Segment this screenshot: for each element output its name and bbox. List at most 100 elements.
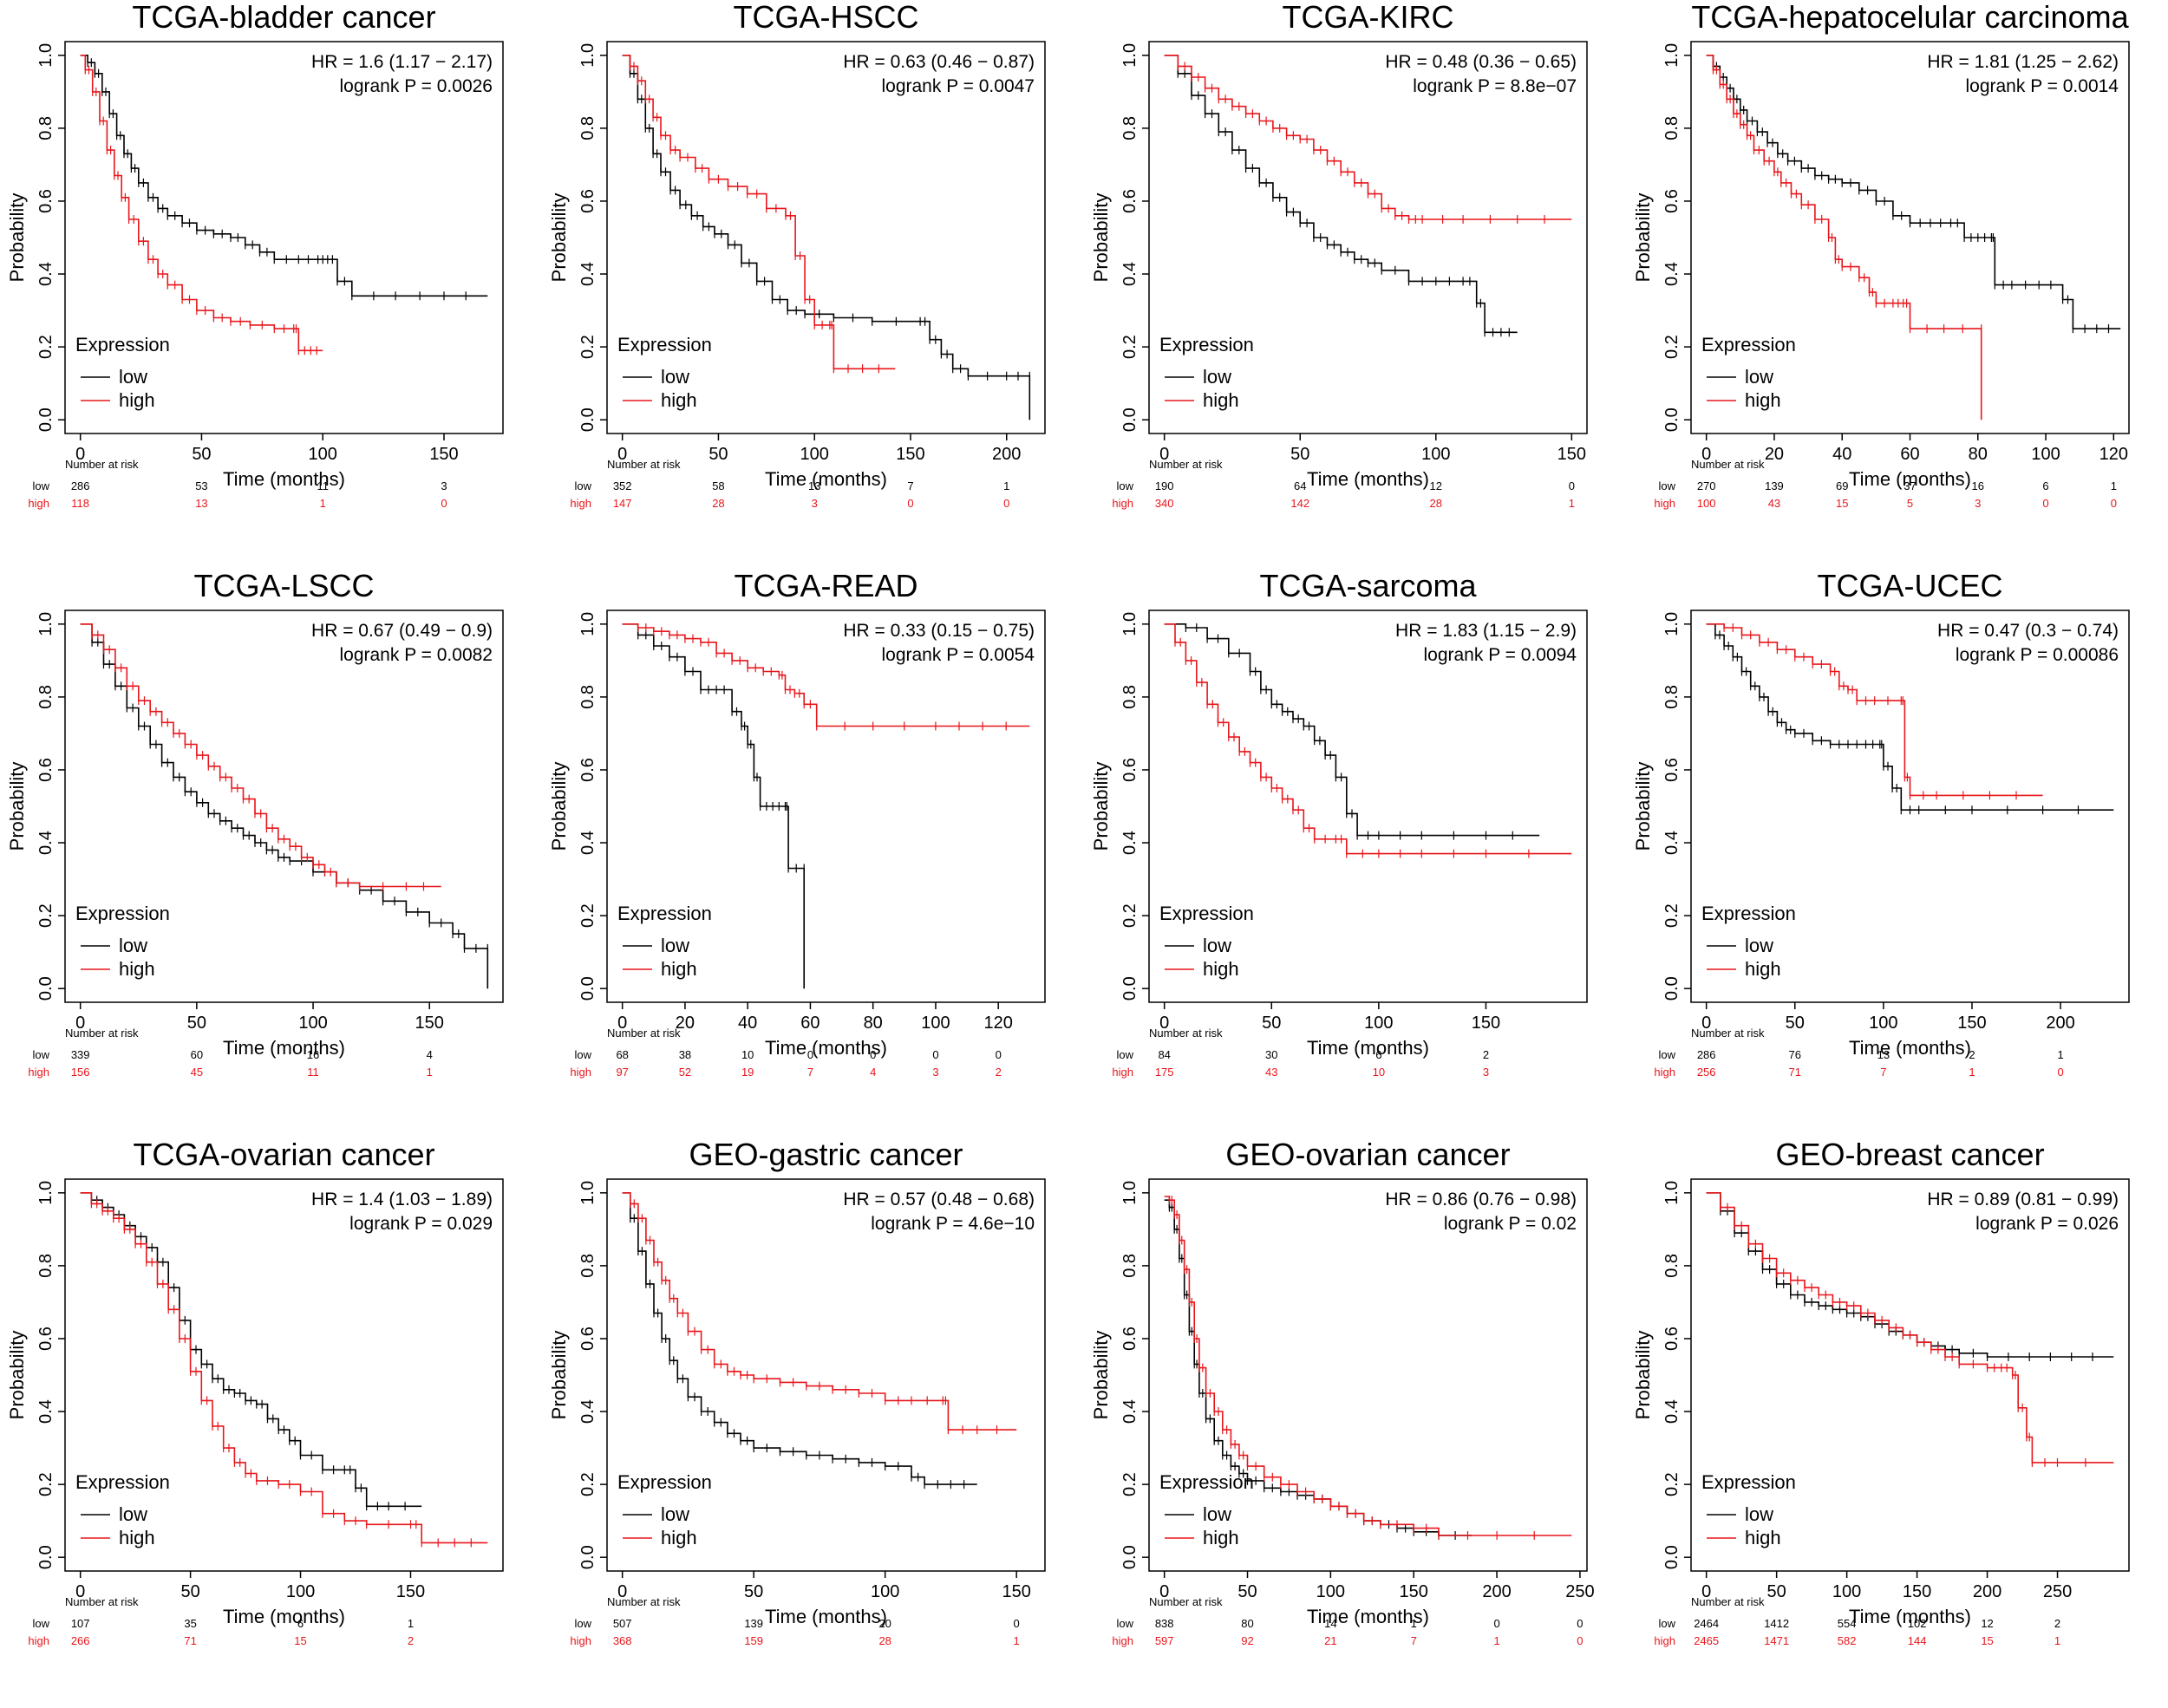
risk-count-high: 43 bbox=[1768, 497, 1780, 510]
censor-marks-low bbox=[87, 58, 467, 301]
y-tick-label: 0.6 bbox=[578, 1327, 598, 1351]
y-tick-label: 0.0 bbox=[36, 1545, 56, 1569]
x-tick-label: 150 bbox=[1472, 1014, 1500, 1033]
plot-frame bbox=[1690, 610, 2130, 1003]
legend-title: Expression bbox=[1159, 903, 1254, 924]
x-tick-label: 0 bbox=[75, 1582, 85, 1601]
hazard-ratio: HR = 0.48 (0.36 − 0.65) bbox=[1385, 52, 1577, 72]
x-tick-label: 100 bbox=[921, 1014, 950, 1033]
risk-count-low: 69 bbox=[1836, 479, 1848, 492]
x-tick-label: 50 bbox=[192, 445, 211, 464]
km-panel-7: TCGA-sarcoma 0.0 0.2 0.4 0.6 0.8 1.0 Probabilit… bbox=[1084, 568, 1626, 1138]
chart-title: GEO-gastric cancer bbox=[689, 1137, 963, 1172]
y-tick-label: 0.2 bbox=[578, 1472, 598, 1496]
risk-count-high: 19 bbox=[741, 1066, 754, 1079]
km-panel-12: GEO-breast cancer 0.0 0.2 0.4 0.6 0.8 1.0 Proba… bbox=[1626, 1137, 2168, 1706]
y-tick-label: 0.8 bbox=[578, 1254, 598, 1278]
x-axis-label: Time (months) bbox=[223, 1606, 345, 1627]
logrank-p: logrank P = 0.026 bbox=[1975, 1214, 2119, 1234]
x-tick-label: 50 bbox=[1767, 1582, 1786, 1601]
x-axis-label: Time (months) bbox=[223, 1037, 345, 1059]
risk-row-label-low: low bbox=[1658, 1048, 1675, 1061]
y-tick-label: 0.8 bbox=[1120, 1254, 1140, 1278]
y-tick-label: 0.4 bbox=[36, 262, 56, 286]
risk-count-low: 84 bbox=[1158, 1048, 1170, 1061]
risk-count-low: 0 bbox=[1569, 479, 1575, 492]
risk-count-low: 20 bbox=[878, 1617, 891, 1630]
risk-row-label-high: high bbox=[1654, 497, 1675, 510]
risk-count-high: 1 bbox=[1493, 1634, 1499, 1647]
y-tick-label: 0.8 bbox=[36, 1254, 56, 1278]
y-tick-label: 0.6 bbox=[1120, 1327, 1140, 1351]
x-tick-label: 50 bbox=[187, 1014, 206, 1033]
risk-row-label-low: low bbox=[32, 1617, 49, 1630]
risk-row-label-high: high bbox=[28, 497, 49, 510]
x-tick-label: 100 bbox=[800, 445, 829, 464]
risk-count-low: 270 bbox=[1697, 479, 1716, 492]
chart-title: TCGA-KIRC bbox=[1283, 0, 1454, 35]
x-tick-label: 100 bbox=[2031, 445, 2060, 464]
risk-count-high: 144 bbox=[1908, 1634, 1927, 1647]
y-tick-label: 1.0 bbox=[1662, 1181, 1682, 1205]
risk-count-low: 0 bbox=[1577, 1617, 1583, 1630]
legend-label-high: high bbox=[1745, 389, 1781, 411]
km-chart: TCGA-UCEC 0.0 0.2 0.4 0.6 0.8 1.0 Probability 0 5… bbox=[1632, 568, 2130, 1079]
survival-curve-low bbox=[80, 623, 489, 989]
risk-row-label-high: high bbox=[570, 1066, 591, 1079]
risk-count-low: 6 bbox=[1375, 1048, 1381, 1061]
survival-curve-high bbox=[622, 1192, 1017, 1431]
risk-count-high: 159 bbox=[744, 1634, 763, 1647]
chart-title: TCGA-READ bbox=[734, 568, 917, 603]
risk-count-high: 0 bbox=[1577, 1634, 1583, 1647]
y-axis-label: Probability bbox=[1090, 193, 1112, 283]
km-chart: TCGA-sarcoma 0.0 0.2 0.4 0.6 0.8 1.0 Probabilit… bbox=[1090, 568, 1588, 1079]
risk-count-high: 368 bbox=[613, 1634, 632, 1647]
risk-count-high: 0 bbox=[907, 497, 913, 510]
risk-count-low: 10 bbox=[741, 1048, 754, 1061]
x-tick-label: 150 bbox=[1957, 1014, 1986, 1033]
risk-count-high: 15 bbox=[1981, 1634, 1993, 1647]
legend-label-low: low bbox=[1745, 1503, 1773, 1525]
y-tick-label: 0.0 bbox=[578, 976, 598, 1001]
risk-table-header: Number at risk bbox=[1691, 1027, 1765, 1040]
y-tick-label: 0.2 bbox=[36, 1472, 56, 1496]
logrank-p: logrank P = 0.0094 bbox=[1423, 645, 1577, 665]
x-tick-label: 50 bbox=[709, 445, 728, 464]
y-tick-label: 0.0 bbox=[1120, 407, 1140, 432]
legend-title: Expression bbox=[617, 1471, 712, 1493]
y-tick-label: 0.2 bbox=[1662, 903, 1682, 928]
risk-count-high: 11 bbox=[307, 1066, 319, 1079]
risk-count-high: 597 bbox=[1155, 1634, 1174, 1647]
y-tick-label: 0.8 bbox=[36, 685, 56, 709]
censor-marks-high bbox=[629, 62, 879, 374]
y-tick-label: 0.2 bbox=[578, 335, 598, 359]
y-tick-label: 1.0 bbox=[1662, 612, 1682, 636]
risk-count-low: 0 bbox=[870, 1048, 876, 1061]
y-tick-label: 0.0 bbox=[36, 976, 56, 1001]
risk-count-low: 0 bbox=[807, 1048, 813, 1061]
logrank-p: logrank P = 0.0026 bbox=[339, 76, 493, 96]
y-tick-label: 1.0 bbox=[1120, 43, 1140, 68]
chart-title: TCGA-sarcoma bbox=[1259, 568, 1477, 603]
x-tick-label: 0 bbox=[1701, 445, 1711, 464]
legend-label-low: low bbox=[119, 366, 147, 388]
logrank-p: logrank P = 4.6e−10 bbox=[871, 1214, 1035, 1234]
legend-title: Expression bbox=[617, 903, 712, 924]
risk-count-low: 507 bbox=[613, 1617, 632, 1630]
y-tick-label: 0.8 bbox=[1662, 685, 1682, 709]
risk-count-high: 0 bbox=[2111, 497, 2117, 510]
survival-curve-low bbox=[622, 623, 805, 989]
x-tick-label: 150 bbox=[396, 1582, 425, 1601]
legend-label-high: high bbox=[1745, 1527, 1781, 1548]
risk-row-label-low: low bbox=[32, 1048, 49, 1061]
risk-count-high: 100 bbox=[1697, 497, 1716, 510]
x-axis-label: Time (months) bbox=[1849, 468, 1971, 490]
y-tick-label: 0.6 bbox=[1662, 1327, 1682, 1351]
risk-count-high: 7 bbox=[1880, 1066, 1886, 1079]
y-tick-label: 0.2 bbox=[36, 903, 56, 928]
y-tick-label: 0.2 bbox=[36, 335, 56, 359]
legend-label-low: low bbox=[661, 366, 689, 388]
y-axis-label: Probability bbox=[1632, 1331, 1654, 1420]
legend-label-high: high bbox=[1203, 958, 1239, 980]
risk-count-high: 21 bbox=[1324, 1634, 1336, 1647]
